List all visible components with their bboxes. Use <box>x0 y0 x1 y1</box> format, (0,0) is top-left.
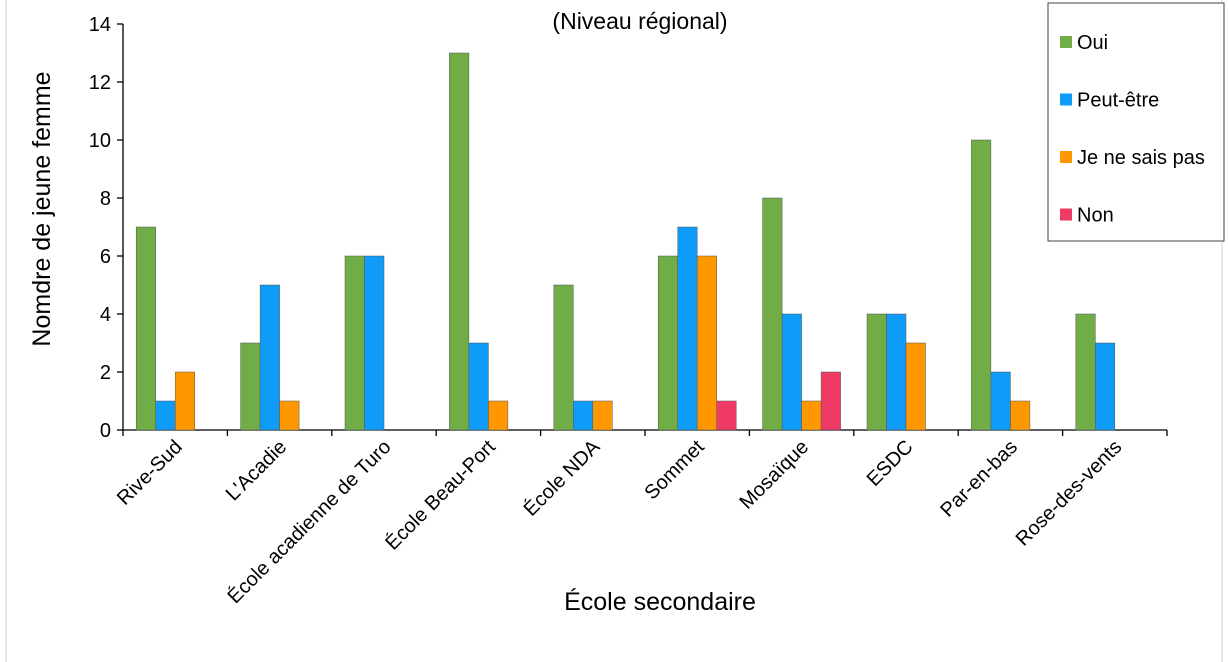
y-tick-label: 2 <box>100 362 111 384</box>
bar <box>135 226 156 431</box>
y-tick-label: 4 <box>100 304 111 326</box>
bar <box>905 342 926 431</box>
y-tick-label: 8 <box>100 188 111 210</box>
bar <box>1075 313 1096 431</box>
bar <box>820 371 841 431</box>
legend-label: Non <box>1077 205 1114 227</box>
bar <box>344 255 365 431</box>
legend-label: Oui <box>1077 32 1108 54</box>
y-tick-label: 0 <box>100 420 111 442</box>
bar <box>259 284 280 431</box>
bar <box>677 226 698 431</box>
bar <box>866 313 887 431</box>
y-tick-label: 14 <box>89 14 111 36</box>
x-tick-label: Par-en-bas <box>936 436 1022 522</box>
bar <box>971 139 992 431</box>
legend-swatch <box>1060 151 1072 163</box>
bar <box>174 371 195 431</box>
y-tick-label: 10 <box>89 130 111 152</box>
bar <box>716 400 737 431</box>
y-axis-title: Nomdre de jeune femme <box>28 71 56 346</box>
bar <box>1010 400 1031 431</box>
bar <box>592 400 613 431</box>
legend-swatch <box>1060 93 1072 106</box>
x-tick-label: École Beau-Port <box>381 435 501 555</box>
bar <box>488 400 509 431</box>
bar <box>657 255 678 431</box>
y-tick-label: 12 <box>89 72 111 94</box>
bar <box>468 342 489 431</box>
legend-box <box>1047 2 1225 242</box>
bar <box>449 52 470 431</box>
bar <box>573 400 594 431</box>
x-tick-label: Mosaïque <box>735 436 813 514</box>
legend-swatch <box>1060 208 1072 221</box>
bars <box>135 52 1116 431</box>
legend-swatch <box>1060 36 1072 48</box>
legend: Oui Peut-être Je ne sais pas Non <box>1047 2 1225 242</box>
x-axis-title: École secondaire <box>564 587 756 616</box>
bar <box>1095 342 1116 431</box>
bar <box>155 400 176 431</box>
bar <box>990 371 1011 431</box>
bar <box>364 255 385 431</box>
bar <box>696 255 717 431</box>
bar <box>240 342 261 431</box>
y-tick-label: 6 <box>100 246 111 268</box>
x-tick-label: Rive-Sud <box>113 436 187 510</box>
bar <box>781 313 802 431</box>
bar <box>279 400 300 431</box>
x-tick-label: École NDA <box>519 435 605 521</box>
x-tick-label: École acadienne de Turo <box>223 435 396 608</box>
bar <box>762 197 783 431</box>
bar <box>553 284 574 431</box>
x-tick-label: L'Acadie <box>222 436 291 505</box>
bar <box>801 400 822 431</box>
legend-label: Je ne sais pas <box>1077 147 1205 169</box>
x-tick-label: Rose-des-vents <box>1012 436 1127 551</box>
x-tick-label: ESDC <box>863 436 918 491</box>
x-tick-label: Sommet <box>641 436 710 505</box>
chart-title: (Niveau régional) <box>552 8 727 34</box>
legend-label: Peut-être <box>1077 90 1159 112</box>
bar <box>886 313 907 431</box>
